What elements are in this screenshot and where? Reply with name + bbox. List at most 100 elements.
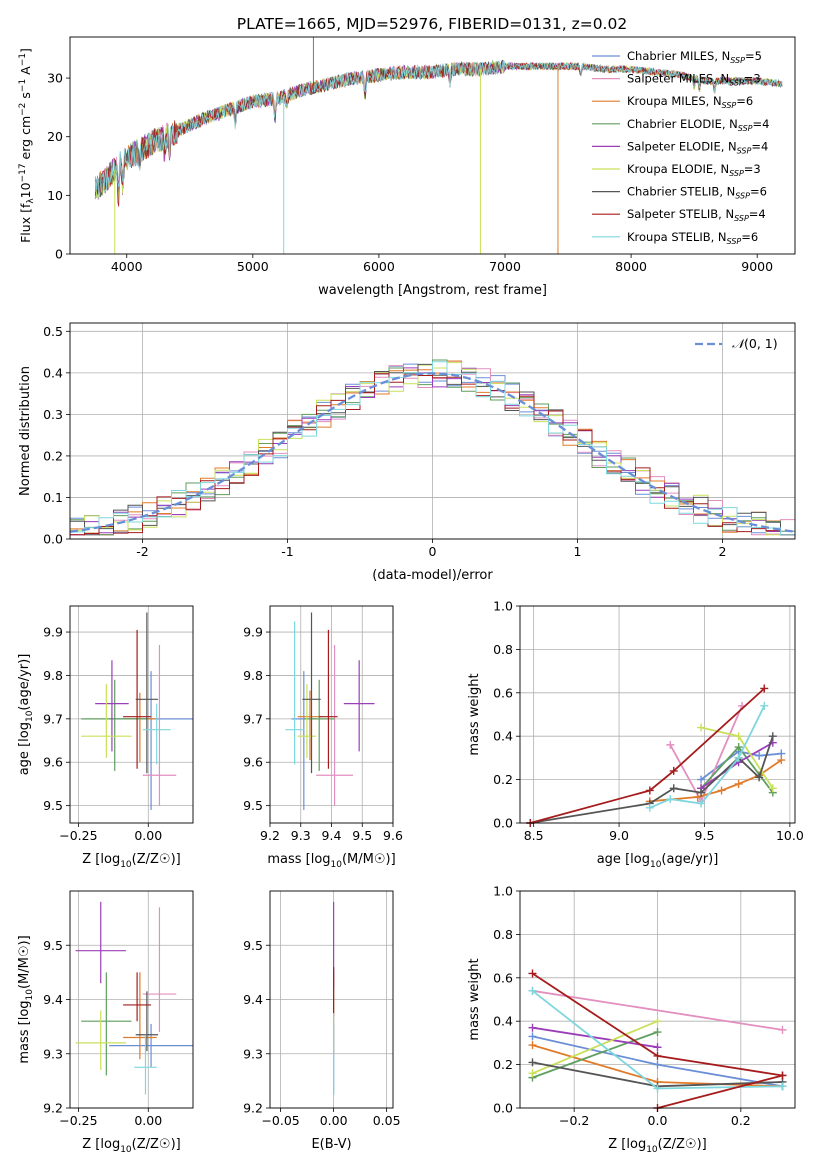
weight-Z-marker-6-0 [528, 1058, 537, 1067]
weight-Z-marker-4-0 [528, 1023, 537, 1032]
weight-age-marker-0-0 [697, 775, 706, 784]
weight-age-marker-5-2 [768, 784, 777, 793]
weight-age-ytick-label-0: 0.0 [493, 816, 513, 831]
weight-age-marker-6-5 [755, 773, 764, 782]
mass-EBV-ytick-label-0: 9.2 [243, 1101, 263, 1116]
weight-age-xlabel: age [log10(age/yr)] [597, 852, 719, 870]
weight-age-marker-0-2 [755, 751, 764, 760]
weight-Z-marker-0-1 [653, 1060, 662, 1069]
mass-Z-ytick-label-3: 9.5 [43, 938, 63, 953]
weight-age-marker-7-1 [645, 786, 654, 795]
spectrum-xtick-label-4: 8000 [615, 259, 647, 274]
mass-Z-xlabel: Z [log10(Z/Z☉)] [82, 1137, 180, 1155]
age-Z-ytick-label-2: 9.7 [43, 711, 63, 726]
residual-hist-7 [70, 373, 795, 536]
weight-Z-marker-0-0 [528, 1032, 537, 1041]
spectrum-ytick-label-0: 0 [55, 247, 63, 262]
weight-Z-marker-7-0 [528, 969, 537, 978]
legend-label-1: Salpeter MILES, NSSP=3 [627, 72, 761, 88]
residual-ylabel: Normed distribution [18, 366, 33, 496]
residuals-xtick-label-4: 2 [719, 544, 727, 559]
weight-age-marker-6-2 [669, 784, 678, 793]
mass-EBV-xtick-label-2: 0.05 [373, 1113, 401, 1128]
weight-Z-marker-1-1 [778, 1025, 787, 1034]
figure-title: PLATE=1665, MJD=52976, FIBERID=0131, z=0… [237, 15, 627, 33]
weight-Z-marker-3-1 [653, 1028, 662, 1037]
spectrum-ytick-label-1: 10 [47, 188, 63, 203]
weight-age-marker-8-2 [697, 799, 706, 808]
spectrum-frame [69, 36, 796, 255]
weight-Z-ytick-label-4: 0.8 [493, 927, 513, 942]
weight-age-ytick-label-5: 1.0 [493, 599, 513, 614]
weight-Z-marker-2-0 [528, 1041, 537, 1050]
weight-Z-ytick-label-0: 0.0 [493, 1101, 513, 1116]
weight-Z-ytick-label-5: 1.0 [493, 884, 513, 899]
age-mass-xtick-label-2: 9.4 [322, 828, 342, 843]
residuals-ytick-label-1: 0.1 [43, 490, 63, 505]
age-Z-ytick-label-4: 9.9 [43, 625, 63, 640]
weight-Z-ytick-label-2: 0.4 [493, 1014, 513, 1029]
weight-Z-marker-5-1 [653, 1017, 662, 1026]
data-layer [69, 37, 796, 1112]
spectrum-xtick-label-1: 5000 [237, 259, 269, 274]
age-Z-ylabel: age [log10(age/yr)] [17, 654, 35, 776]
weight-Z-marker-7-1 [653, 1051, 662, 1060]
legend-label-4: Salpeter ELODIE, NSSP=4 [627, 139, 768, 155]
legend-label-5: Kroupa ELODIE, NSSP=3 [627, 162, 761, 178]
residuals-ytick-label-4: 0.4 [43, 365, 63, 380]
weight-age-series-7 [529, 687, 765, 824]
legend-label-8: Kroupa STELIB, NSSP=6 [627, 230, 758, 246]
spectrum-ytick-label-3: 30 [47, 71, 63, 86]
legend-label-0: Chabrier MILES, NSSP=5 [627, 49, 762, 65]
weight-age-series-0 [700, 750, 782, 781]
mass-Z-ytick-label-2: 9.4 [43, 992, 63, 1007]
weight-Z-ylabel: mass weight [467, 958, 482, 1040]
age-mass-ytick-label-1: 9.6 [243, 755, 263, 770]
mass-Z-ytick-label-1: 9.3 [43, 1046, 63, 1061]
mass-EBV-xlabel: E(B-V) [311, 1137, 351, 1152]
spectrum-line-8 [94, 60, 783, 199]
residuals-xtick-label-3: 1 [574, 544, 582, 559]
residual-hist-1 [70, 360, 795, 536]
weight-age-ytick-label-3: 0.6 [493, 685, 513, 700]
weight-Z-marker-8-2 [778, 1082, 787, 1091]
legend-label-2: Kroupa MILES, NSSP=6 [627, 94, 753, 110]
spectrum-xlabel: wavelength [Angstrom, rest frame] [318, 283, 547, 298]
age-Z-xtick-label-0: −0.25 [59, 828, 97, 843]
weight-Z-marker-5-0 [528, 1069, 537, 1078]
mass-EBV-ytick-label-2: 9.4 [243, 992, 263, 1007]
weight-age-ytick-label-1: 0.2 [493, 772, 513, 787]
weight-age-marker-1-0 [666, 740, 675, 749]
residuals-ytick-label-3: 0.3 [43, 407, 63, 422]
age-mass-xlabel: mass [log10(M/M☉)] [267, 852, 395, 870]
weight-Z-xtick-label-1: 0.0 [648, 1113, 668, 1128]
age-Z-ytick-label-1: 9.6 [43, 755, 63, 770]
legend-label-3: Chabrier ELODIE, NSSP=4 [627, 117, 769, 133]
weight-Z-series-1 [532, 989, 783, 1031]
grid-layer [70, 323, 795, 1109]
weight-age-ytick-label-4: 0.8 [493, 642, 513, 657]
normal-curve [69, 372, 796, 533]
age-mass-xtick-label-3: 9.5 [352, 828, 372, 843]
weight-age-marker-2-5 [777, 756, 786, 765]
spectrum-ylabel: Flux [fλ10−17 erg cm−2 s−1 A−1] [18, 48, 36, 243]
residuals-xtick-label-2: 0 [429, 544, 437, 559]
residual-xlabel: (data-model)/error [372, 568, 493, 583]
age-mass-xtick-label-4: 9.6 [383, 828, 403, 843]
spectrum-xtick-label-3: 7000 [489, 259, 521, 274]
weight-Z-series-4 [532, 1026, 658, 1049]
weight-age-xtick-label-1: 9.0 [609, 828, 629, 843]
age-mass-ytick-label-3: 9.8 [243, 668, 263, 683]
weight-Z-ytick-label-1: 0.2 [493, 1057, 513, 1072]
spectrum-xtick-label-5: 9000 [741, 259, 773, 274]
weight-age-xtick-label-2: 9.5 [695, 828, 715, 843]
weight-age-marker-5-1 [734, 732, 743, 741]
spectrum-xtick-label-2: 6000 [363, 259, 395, 274]
residuals-ytick-label-2: 0.2 [43, 448, 63, 463]
weight-age-marker-8-1 [666, 795, 675, 804]
weight-age-ytick-label-2: 0.4 [493, 729, 513, 744]
weight-age-marker-2-3 [734, 779, 743, 788]
legend-label-7: Salpeter STELIB, NSSP=4 [627, 207, 766, 223]
weight-age-marker-8-0 [645, 803, 654, 812]
